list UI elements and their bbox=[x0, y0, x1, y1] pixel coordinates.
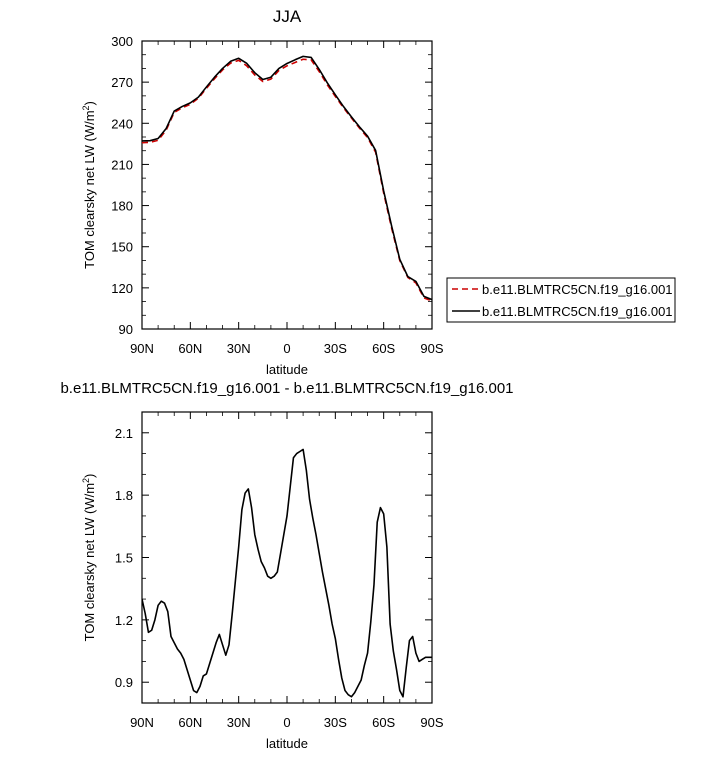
y-axis-label-superscript: 2 bbox=[81, 105, 91, 110]
y-axis-label: TOM clearsky net LW (W/m2) bbox=[81, 474, 97, 642]
y-tick-label: 2.1 bbox=[115, 426, 133, 441]
x-tick-label: 30N bbox=[227, 341, 251, 356]
y-tick-label: 90 bbox=[119, 322, 133, 337]
plot-frame bbox=[141, 40, 433, 330]
x-tick-label: 60N bbox=[178, 715, 202, 730]
x-tick-label: 30S bbox=[324, 715, 347, 730]
y-tick-label: 270 bbox=[111, 75, 133, 90]
y-axis-label-text: TOM clearsky net LW (W/m bbox=[82, 110, 97, 268]
y-tick-label: 180 bbox=[111, 199, 133, 214]
y-axis-label-text: TOM clearsky net LW (W/m bbox=[82, 483, 97, 641]
series-line-1 bbox=[142, 58, 432, 302]
legend-box bbox=[446, 277, 676, 323]
y-tick-label: 240 bbox=[111, 116, 133, 131]
x-axis-label: latitude bbox=[266, 736, 308, 751]
y-axis-label: TOM clearsky net LW (W/m2) bbox=[81, 101, 97, 269]
x-tick-label: 0 bbox=[283, 341, 290, 356]
series-line-1 bbox=[142, 448, 432, 698]
x-tick-label: 90S bbox=[420, 341, 443, 356]
y-tick-label: 0.9 bbox=[115, 675, 133, 690]
y-tick-label: 1.5 bbox=[115, 551, 133, 566]
chart-1: JJA 90 120 150 180 210 240 270 300 90N 60N 30N 0 30S 6… bbox=[81, 7, 676, 377]
series-line-2 bbox=[142, 55, 432, 301]
x-tick-label: 60S bbox=[372, 715, 395, 730]
chart-title: JJA bbox=[273, 7, 302, 26]
y-tick-label: 1.8 bbox=[115, 488, 133, 503]
plot-frame bbox=[141, 411, 433, 704]
legend-label: b.e11.BLMTRC5CN.f19_g16.001 bbox=[482, 282, 673, 297]
x-tick-label: 60N bbox=[178, 341, 202, 356]
y-tick-label: 120 bbox=[111, 281, 133, 296]
y-tick-label: 300 bbox=[111, 34, 133, 49]
x-tick-label: 90N bbox=[130, 341, 154, 356]
y-axis-label-close: ) bbox=[82, 474, 97, 478]
x-tick-label: 30N bbox=[227, 715, 251, 730]
y-axis-label-close: ) bbox=[82, 101, 97, 105]
x-tick-label: 90S bbox=[420, 715, 443, 730]
legend-label: b.e11.BLMTRC5CN.f19_g16.001 bbox=[482, 304, 673, 319]
x-tick-label: 90N bbox=[130, 715, 154, 730]
y-axis-label-superscript: 2 bbox=[81, 478, 91, 483]
x-axis-label: latitude bbox=[266, 362, 308, 377]
y-tick-label: 210 bbox=[111, 157, 133, 172]
chart-2: b.e11.BLMTRC5CN.f19_g16.001 - b.e11.BLMT… bbox=[60, 380, 513, 751]
x-tick-label: 0 bbox=[283, 715, 290, 730]
chart-title: b.e11.BLMTRC5CN.f19_g16.001 - b.e11.BLMT… bbox=[60, 380, 513, 397]
y-tick-label: 1.2 bbox=[115, 613, 133, 628]
y-tick-label: 150 bbox=[111, 240, 133, 255]
x-tick-label: 30S bbox=[324, 341, 347, 356]
x-tick-label: 60S bbox=[372, 341, 395, 356]
legend: b.e11.BLMTRC5CN.f19_g16.001 b.e11.BLMTRC5… bbox=[446, 277, 676, 323]
